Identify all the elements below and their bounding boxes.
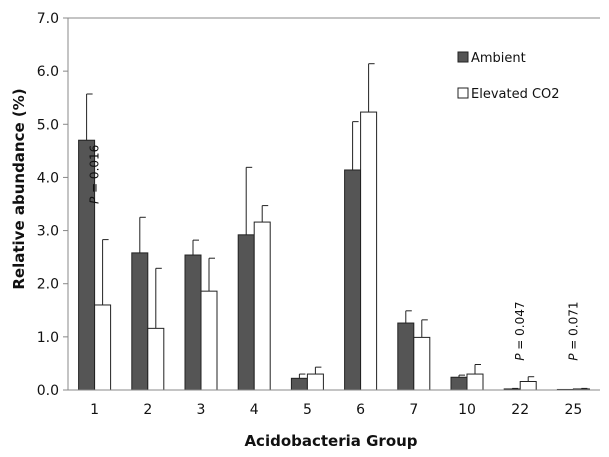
bar-elevated-co2 (200, 290, 218, 391)
y-tick-label: 3.0 (37, 224, 59, 240)
y-tick-label: 6.0 (37, 64, 59, 80)
bar-elevated-co2 (306, 373, 324, 391)
x-tick-label: 6 (356, 402, 365, 418)
legend-swatch (457, 51, 469, 63)
p-value-annotation: P = 0.071 (566, 301, 580, 360)
y-tick-label: 0.0 (37, 383, 59, 399)
legend-label: Ambient (471, 51, 526, 66)
x-axis: 1 2 3 4 5 6 7 10 22 25 (68, 389, 600, 418)
p-value-annotation: P = 0.047 (513, 301, 527, 360)
bar-elevated-co2 (519, 380, 537, 391)
legend-swatch (457, 87, 469, 99)
bar-elevated-co2 (413, 336, 431, 391)
bar-elevated-co2 (147, 327, 165, 391)
bar-elevated-co2 (94, 304, 112, 391)
x-tick-label: 2 (143, 402, 152, 418)
x-tick-label: 1 (90, 402, 99, 418)
p-value-annotation: P = 0.016 (88, 145, 102, 204)
x-tick-label: 4 (250, 402, 259, 418)
y-axis: 0.0 1.0 2.0 3.0 4.0 5.0 6.0 7.0 (37, 11, 69, 399)
bar-elevated-co2 (360, 111, 378, 391)
x-axis-title: Acidobacteria Group (244, 432, 417, 450)
y-tick-label: 5.0 (37, 117, 59, 133)
legend: Ambient Elevated CO2 (457, 51, 560, 102)
x-tick-label: 3 (197, 402, 206, 418)
bar-ambient (397, 322, 415, 391)
y-tick-label: 7.0 (37, 11, 59, 27)
y-tick-label: 4.0 (37, 170, 59, 186)
x-tick-label: 10 (458, 402, 476, 418)
bar-elevated-co2 (253, 221, 271, 391)
bar-ambient (184, 254, 202, 391)
plot-area: P = 0.016 P = 0.047 P = 0.071 (68, 17, 600, 391)
y-axis-title: Relative abundance (%) (10, 88, 28, 289)
bar-ambient (131, 252, 149, 391)
bar-ambient (237, 234, 255, 391)
y-tick-label: 1.0 (37, 330, 59, 346)
bar-ambient (344, 169, 362, 391)
x-tick-label: 5 (303, 402, 312, 418)
legend-label: Elevated CO2 (471, 87, 560, 102)
x-tick-label: 25 (564, 402, 582, 418)
bar-elevated-co2 (466, 373, 484, 391)
x-tick-label: 22 (511, 402, 529, 418)
x-tick-label: 7 (409, 402, 418, 418)
bar-ambient (450, 376, 468, 391)
y-tick-label: 2.0 (37, 277, 59, 293)
bar-ambient (290, 377, 308, 391)
